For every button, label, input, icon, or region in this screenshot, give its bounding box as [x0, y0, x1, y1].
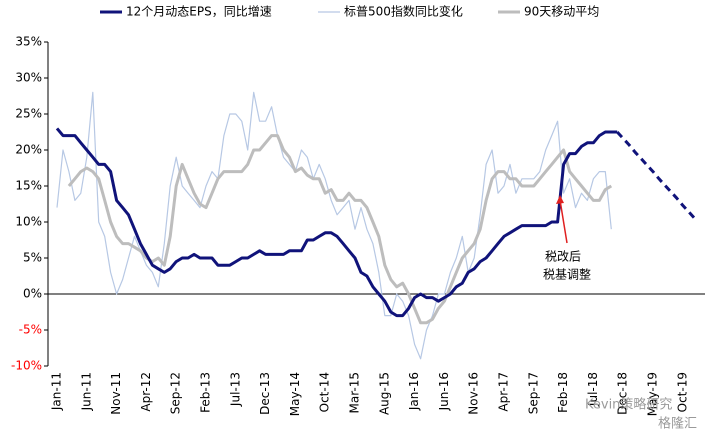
x-tick-label: Mar-15 — [348, 372, 362, 413]
x-tick-label: Oct-19 — [675, 372, 689, 412]
y-tick-label: 20% — [15, 143, 42, 157]
annotation: 税改后 — [545, 250, 581, 264]
x-tick-label: Oct-14 — [318, 372, 332, 412]
y-tick-label: -10% — [11, 359, 42, 373]
y-tick-label: -5% — [19, 323, 42, 337]
x-tick-label: Nov-11 — [109, 372, 123, 415]
series-line — [67, 134, 613, 325]
x-tick-label: Feb-13 — [199, 372, 213, 413]
series-line — [56, 91, 612, 360]
x-tick-label: Jan-11 — [50, 372, 64, 411]
y-tick-label: 10% — [15, 215, 42, 229]
arrow-head — [556, 195, 564, 204]
y-tick-label: 0% — [23, 287, 42, 301]
series-line — [616, 130, 696, 220]
x-tick-label: Apr-12 — [139, 372, 153, 412]
series-line — [55, 127, 618, 318]
x-tick-label: Sep-17 — [526, 372, 540, 414]
x-tick-label: Jun-16 — [437, 372, 451, 411]
legend-label: 12个月动态EPS，同比增速 — [126, 5, 272, 19]
annotation-arrow — [559, 199, 568, 244]
x-tick-label: Jul-13 — [228, 372, 242, 407]
legend-label: 标普500指数同比变化 — [344, 4, 463, 19]
legend-label: 90天移动平均 — [524, 5, 599, 19]
x-tick-label: Aug-15 — [377, 372, 391, 415]
x-tick-label: Dec-13 — [258, 372, 272, 415]
y-tick-label: 25% — [15, 107, 42, 121]
x-tick-label: Sep-12 — [169, 372, 183, 414]
y-tick-label: 35% — [15, 35, 42, 49]
x-tick-label: Nov-16 — [467, 372, 481, 415]
y-tick-label: 15% — [15, 179, 42, 193]
watermark: Kevin策略研究 — [585, 397, 672, 413]
x-tick-label: Dec-18 — [616, 372, 630, 415]
x-tick-label: May-14 — [288, 372, 302, 416]
x-tick-label: Jun-11 — [79, 372, 93, 411]
x-tick-label: Feb-18 — [556, 372, 570, 413]
x-tick-label: Apr-17 — [497, 372, 511, 412]
y-tick-label: 30% — [15, 71, 42, 85]
x-tick-label: Jul-18 — [586, 372, 600, 407]
x-tick-label: May-19 — [646, 372, 660, 416]
x-tick-label: Jan-16 — [407, 372, 421, 411]
annotation: 税基调整 — [543, 267, 591, 282]
y-tick-label: 5% — [23, 251, 42, 265]
watermark: 格隆汇 — [658, 416, 697, 432]
